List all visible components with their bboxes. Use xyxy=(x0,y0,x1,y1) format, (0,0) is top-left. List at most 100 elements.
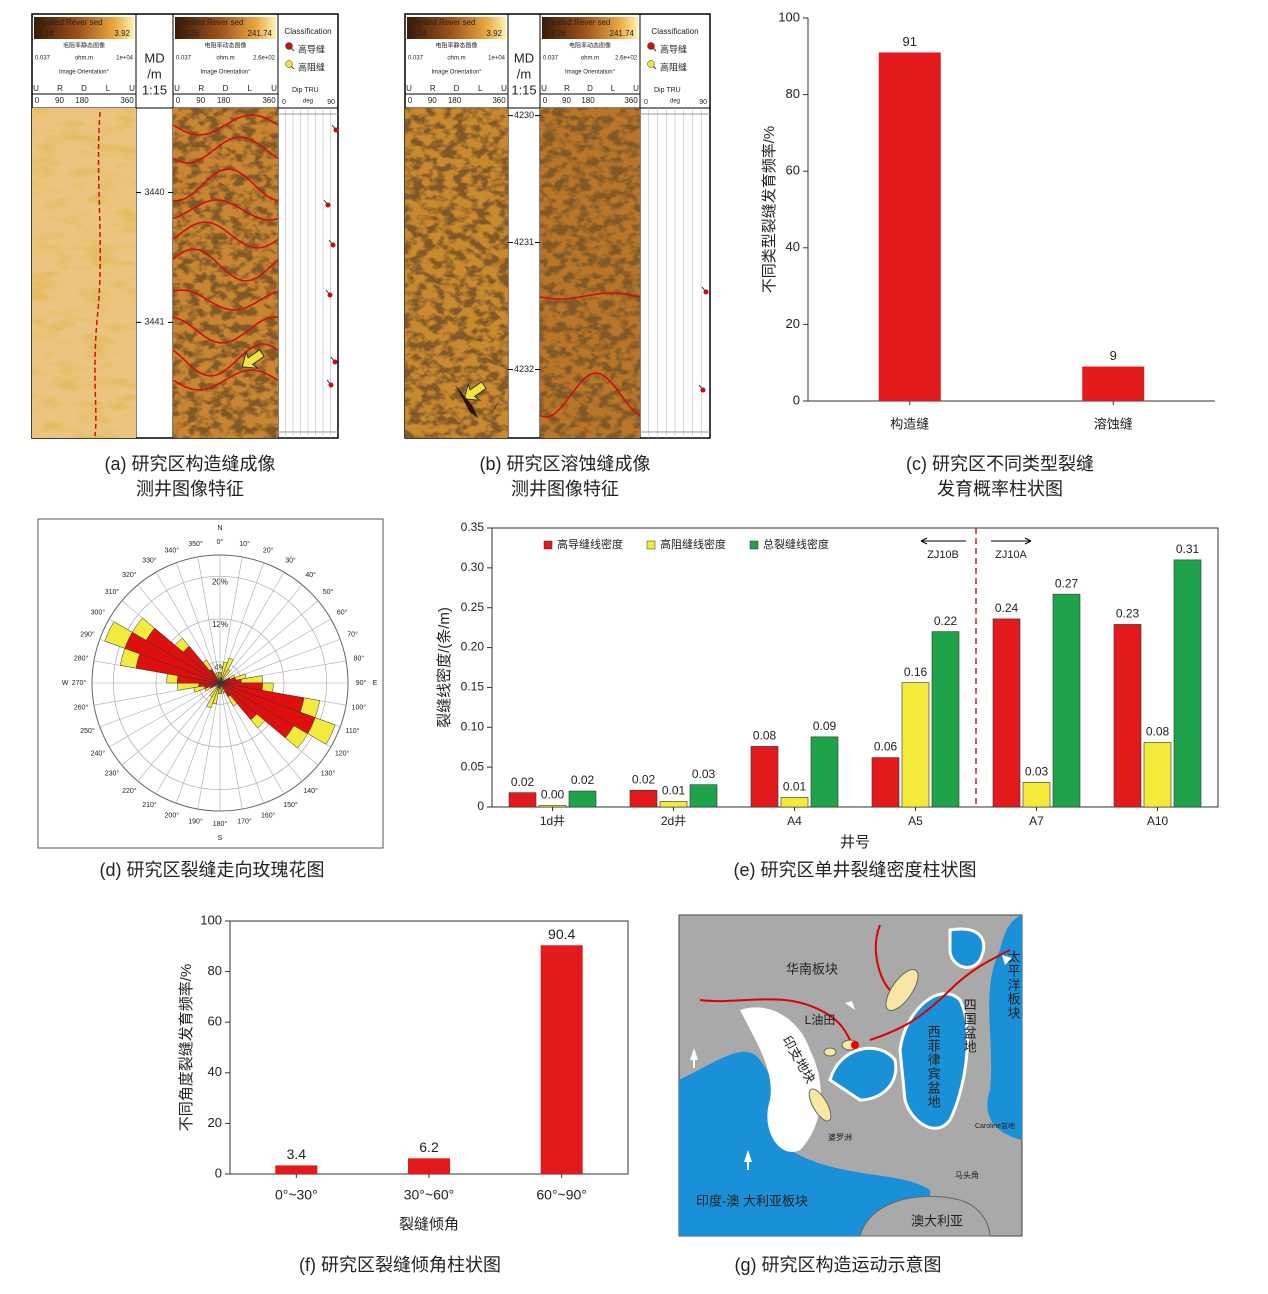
angle-label: 230° xyxy=(105,769,120,777)
bar xyxy=(780,797,809,808)
y-axis-label: 不同角度裂缝发育频率/% xyxy=(178,964,195,1132)
dip-tick: 0 xyxy=(644,99,648,106)
petal xyxy=(219,682,231,698)
value-label: 0.24 xyxy=(995,601,1019,615)
fracture-trace xyxy=(172,114,279,136)
orient-tick: 180 xyxy=(75,96,89,105)
value-label: 90.4 xyxy=(548,926,575,942)
angle-label: 20° xyxy=(263,546,274,554)
y-tick-label: 60 xyxy=(208,1014,222,1029)
map-label: 澳大利亚 xyxy=(911,1213,963,1228)
map-sea xyxy=(898,992,969,1130)
value-label: 0.09 xyxy=(813,719,837,733)
fracture-trace xyxy=(172,343,279,377)
bar xyxy=(1052,593,1081,808)
value-label: 6.2 xyxy=(419,1139,439,1155)
dip-tick: 90 xyxy=(699,99,707,106)
angle-label: 130° xyxy=(321,769,336,777)
angle-label: 300° xyxy=(91,608,106,616)
map-arrow xyxy=(744,1150,752,1170)
dir-label: U xyxy=(174,84,180,93)
dir-label: U xyxy=(501,84,507,93)
annotation: ZJ10A xyxy=(995,549,1027,561)
petal xyxy=(182,645,221,684)
scale-text: 2.6e+02 xyxy=(253,56,276,62)
annotation: ZJ10B xyxy=(927,549,959,561)
petal xyxy=(216,682,221,689)
legend-dot xyxy=(285,42,293,50)
direction-arrow xyxy=(991,537,1032,545)
orient-tick: 0 xyxy=(408,96,413,105)
map-sea xyxy=(948,927,986,969)
value-label: 0.03 xyxy=(1025,764,1049,778)
compass-label: N xyxy=(217,525,222,532)
rose-frame xyxy=(37,518,384,849)
angle-label: 60° xyxy=(337,608,348,616)
map-fault xyxy=(699,998,851,1041)
bar xyxy=(1022,781,1051,808)
y-tick-label: 0 xyxy=(793,392,800,407)
dir-label: U xyxy=(33,84,39,93)
tadpole xyxy=(332,359,338,365)
petal xyxy=(124,631,221,684)
map-arrow xyxy=(845,1001,855,1010)
dir-label: D xyxy=(81,84,87,93)
value-label: 0.08 xyxy=(753,729,777,743)
x-tick-label: 构造缝 xyxy=(890,416,929,431)
x-axis-label: 井号 xyxy=(840,834,870,851)
x-tick-label: 60°~90° xyxy=(536,1187,587,1203)
compass-label: E xyxy=(373,680,378,687)
y-tick-label: 100 xyxy=(778,9,800,24)
scale-text: 0.037 xyxy=(35,56,51,62)
map-basin xyxy=(885,969,919,1011)
tadpole xyxy=(703,289,709,295)
dir-label: L xyxy=(611,84,616,93)
tadpole xyxy=(328,382,334,388)
dir-label: U xyxy=(271,84,277,93)
orientation: Image Orientation° xyxy=(565,70,616,76)
angle-label: 280° xyxy=(74,654,89,662)
dip-tick: 0 xyxy=(282,99,286,106)
dir-label: L xyxy=(478,84,483,93)
y-tick-label: 20 xyxy=(786,316,800,331)
map-fault xyxy=(869,949,1011,1041)
bar xyxy=(540,945,583,1174)
bar xyxy=(538,805,567,808)
class-label: 高阻缝 xyxy=(660,61,687,72)
compass-label: W xyxy=(62,680,69,687)
angle-label: 320° xyxy=(122,571,137,579)
class-label: 高导缝 xyxy=(298,43,325,54)
angle-label: 70° xyxy=(347,631,358,639)
dir-label: U xyxy=(541,84,547,93)
caption: (e) 研究区单井裂缝密度柱状图 xyxy=(734,860,977,880)
angle-label: 0° xyxy=(217,538,224,546)
legend-dot xyxy=(285,60,293,68)
value-label: 0.02 xyxy=(632,772,656,786)
y-tick-label: 0 xyxy=(215,1165,222,1180)
value-label: 91 xyxy=(903,34,917,49)
depth-label: 4232 xyxy=(514,364,534,374)
value-label: 0.27 xyxy=(1055,576,1079,590)
fracture-trace xyxy=(539,292,641,300)
value-label: 0.23 xyxy=(1116,607,1140,621)
value-label: 0.22 xyxy=(934,614,958,628)
dir-label: R xyxy=(430,84,436,93)
value-label: 0.01 xyxy=(662,784,686,798)
angle-label: 190° xyxy=(188,818,203,826)
angle-label: 210° xyxy=(142,801,157,809)
petal xyxy=(219,677,224,684)
dir-label: U xyxy=(406,84,412,93)
caption: (g) 研究区构造运动示意图 xyxy=(735,1255,942,1275)
value-label: 0.16 xyxy=(904,665,928,679)
orient-tick: 0 xyxy=(35,96,40,105)
rose-spoke xyxy=(219,682,265,804)
scale-max: 3.92 xyxy=(486,29,502,38)
scale-text: 1e+04 xyxy=(116,56,134,62)
md-label: MD xyxy=(514,50,534,65)
y-tick-label: 0 xyxy=(477,799,484,813)
legend-label: 总裂缝线密度 xyxy=(763,537,829,551)
map-label: 马头角 xyxy=(955,1170,979,1180)
x-axis-label: 裂缝倾角 xyxy=(399,1216,459,1233)
